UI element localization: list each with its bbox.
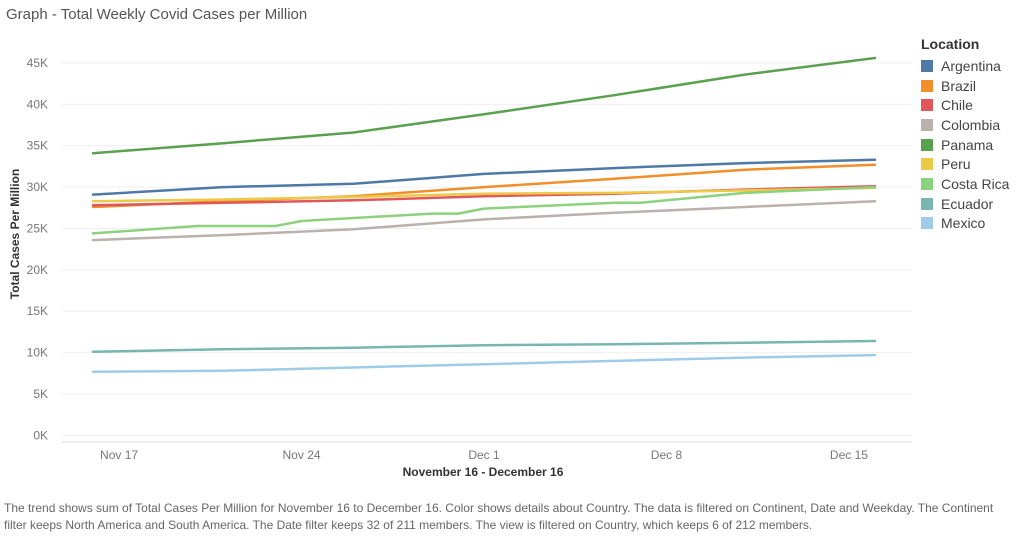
legend-swatch	[921, 158, 933, 171]
grid-lines	[62, 62, 912, 436]
x-tick-label: Nov 17	[100, 448, 138, 462]
series-line-argentina[interactable]	[91, 158, 877, 196]
legend-title: Location	[921, 36, 980, 52]
x-tick-label: Nov 24	[283, 448, 321, 462]
x-tick-label: Dec 8	[651, 448, 683, 462]
y-axis-title: Total Cases Per Million	[8, 169, 22, 299]
y-tick-label: 5K	[33, 387, 48, 401]
legend-label: Peru	[941, 156, 971, 173]
x-tick-label: Dec 1	[468, 448, 500, 462]
page-title: Graph - Total Weekly Covid Cases per Mil…	[6, 6, 308, 23]
legend-label: Costa Rica	[941, 175, 1010, 192]
legend-items: Argentina Brazil Chile Colombia Panama Peru Co…	[921, 56, 1009, 233]
chart-caption: The trend shows sum of Total Cases Per M…	[4, 501, 994, 532]
y-tick-label: 45K	[27, 56, 48, 70]
legend-label: Brazil	[941, 77, 977, 94]
legend-label: Colombia	[941, 116, 1001, 133]
x-axis-title: November 16 - December 16	[403, 465, 564, 479]
y-tick-label: 20K	[27, 263, 48, 277]
line-chart: 0K 5K 10K 15K 20K 25K 30K 35K 40K 45K Nov 17 Nov 2…	[8, 56, 912, 479]
legend-swatch	[921, 59, 933, 72]
legend-item-chile[interactable]: Chile	[921, 95, 1009, 115]
legend-label: Mexico	[941, 215, 986, 232]
y-tick-label: 0K	[33, 428, 48, 442]
legend-item-argentina[interactable]: Argentina	[921, 56, 1009, 76]
y-tick-label: 40K	[27, 97, 48, 111]
x-axis-ticks: Nov 17 Nov 24 Dec 1 Dec 8 Dec 15	[100, 448, 868, 462]
legend-swatch	[921, 138, 933, 151]
legend-item-mexico[interactable]: Mexico	[921, 214, 1009, 234]
y-tick-label: 15K	[27, 304, 48, 318]
legend: Location Argentina Brazil Chile Colombia Pan…	[921, 36, 1009, 233]
series-lines	[91, 56, 877, 373]
series-line-mexico[interactable]	[91, 353, 877, 373]
y-axis-ticks: 0K 5K 10K 15K 20K 25K 30K 35K 40K 45K	[27, 56, 48, 442]
legend-swatch	[921, 118, 933, 131]
y-tick-label: 30K	[27, 180, 48, 194]
legend-label: Argentina	[941, 57, 1001, 74]
series-line-colombia[interactable]	[91, 199, 877, 242]
legend-item-costa-rica[interactable]: Costa Rica	[921, 174, 1009, 194]
y-tick-label: 35K	[27, 139, 48, 153]
legend-label: Chile	[941, 97, 973, 114]
legend-item-peru[interactable]: Peru	[921, 154, 1009, 174]
series-line-ecuador[interactable]	[91, 339, 877, 354]
series-line-costa-rica[interactable]	[91, 185, 877, 235]
legend-swatch	[921, 177, 933, 190]
legend-item-panama[interactable]: Panama	[921, 135, 1009, 155]
legend-item-brazil[interactable]: Brazil	[921, 76, 1009, 96]
y-tick-label: 10K	[27, 346, 48, 360]
legend-swatch	[921, 217, 933, 230]
legend-label: Ecuador	[941, 195, 994, 212]
legend-item-ecuador[interactable]: Ecuador	[921, 194, 1009, 214]
series-line-panama[interactable]	[91, 56, 877, 155]
y-tick-label: 25K	[27, 221, 48, 235]
legend-swatch	[921, 197, 933, 210]
legend-swatch	[921, 79, 933, 92]
series-line-brazil[interactable]	[91, 163, 877, 209]
legend-item-colombia[interactable]: Colombia	[921, 115, 1009, 135]
x-tick-label: Dec 15	[830, 448, 868, 462]
legend-swatch	[921, 99, 933, 112]
series-line-peru[interactable]	[91, 186, 877, 203]
legend-label: Panama	[941, 136, 994, 153]
